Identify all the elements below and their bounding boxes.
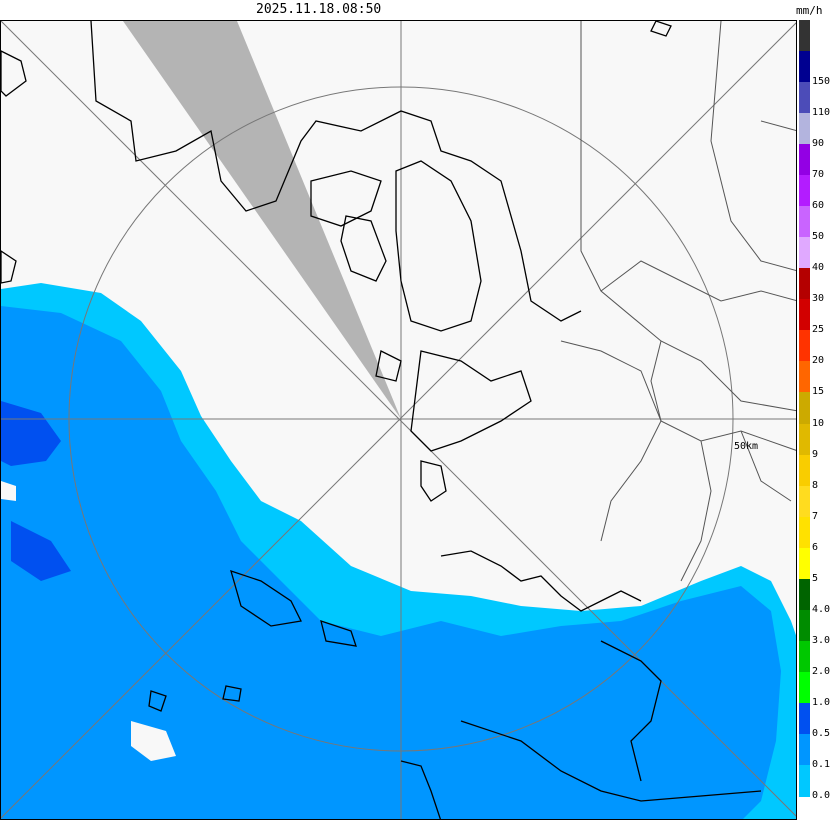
legend-swatch — [799, 237, 810, 270]
legend-label: 110 — [812, 107, 831, 119]
legend-swatch — [799, 578, 810, 611]
legend-swatch — [799, 609, 810, 642]
legend-swatch — [799, 51, 810, 84]
legend-label: 3.0 — [812, 634, 831, 646]
legend-label: 6 — [812, 541, 819, 553]
legend-swatch — [799, 671, 810, 704]
unit-label: mm/h — [796, 4, 823, 17]
legend-label: 0.5 — [812, 727, 831, 739]
timestamp: 2025.11.18.08:50 — [256, 2, 382, 17]
legend-label: 0.1 — [812, 758, 831, 770]
legend-label: 7 — [812, 510, 819, 522]
legend-label: 50 — [812, 231, 825, 243]
legend-swatch — [799, 516, 810, 549]
legend-swatch — [799, 733, 810, 766]
admin-borders — [560, 21, 796, 582]
legend-label: 20 — [812, 355, 825, 367]
legend-label: 5 — [812, 572, 819, 584]
legend-label: 40 — [812, 262, 825, 274]
radar-svg — [1, 21, 796, 819]
legend-swatch — [799, 485, 810, 518]
legend-swatch — [799, 20, 810, 52]
legend-swatch — [799, 175, 810, 208]
legend-label: 15 — [812, 386, 825, 398]
legend-label: 30 — [812, 293, 825, 305]
radar-map[interactable]: 50km — [0, 20, 797, 820]
legend-swatch — [799, 144, 810, 177]
rain-area-heavy — [1, 401, 71, 581]
legend-swatch — [799, 454, 810, 487]
legend-label: 2.0 — [812, 665, 831, 677]
rain-gap — [1, 481, 176, 761]
legend-label: 60 — [812, 200, 825, 212]
legend-label: 10 — [812, 417, 825, 429]
legend-swatch — [799, 702, 810, 735]
legend-swatch — [799, 82, 810, 115]
legend-label: 70 — [812, 169, 825, 181]
legend-label: 25 — [812, 324, 825, 336]
legend-label: 150 — [812, 76, 831, 88]
range-ring-label: 50km — [734, 441, 759, 452]
beam-blockage-wedge — [123, 21, 401, 419]
legend-swatch — [799, 764, 810, 797]
legend-swatch — [799, 361, 810, 394]
legend-swatch — [799, 640, 810, 673]
coastlines — [1, 21, 762, 819]
legend-label: 9 — [812, 448, 819, 460]
rain-area-medium — [1, 306, 781, 819]
range-grid — [1, 21, 796, 819]
legend-swatch — [799, 547, 810, 580]
legend-swatch — [799, 392, 810, 425]
legend-swatch — [799, 206, 810, 239]
legend-swatch — [799, 423, 810, 456]
legend-label: 8 — [812, 479, 819, 491]
legend-swatch — [799, 268, 810, 301]
legend-label: 90 — [812, 138, 825, 150]
legend-swatch — [799, 299, 810, 332]
legend-label: 0.0 — [812, 790, 831, 801]
legend-label: 4.0 — [812, 603, 831, 615]
legend-swatch — [799, 113, 810, 146]
legend-swatch — [799, 330, 810, 363]
legend-label: 1.0 — [812, 696, 831, 708]
color-legend — [799, 20, 810, 820]
